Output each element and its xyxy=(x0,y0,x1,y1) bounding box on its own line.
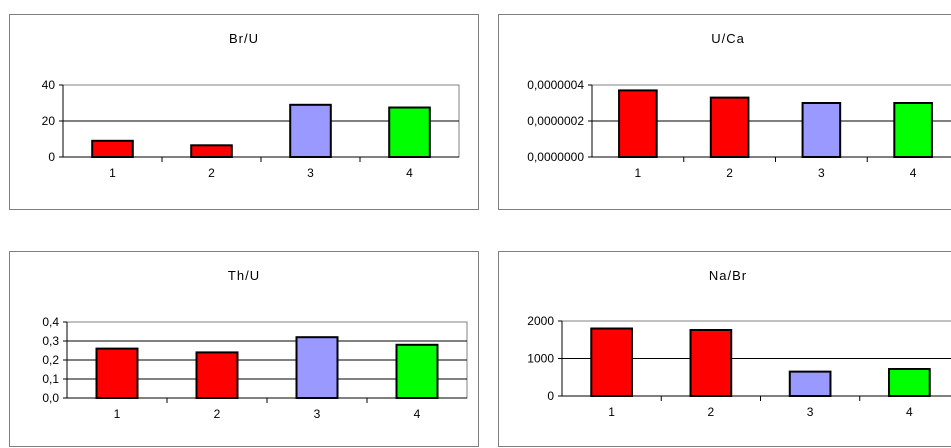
bar-3 xyxy=(295,336,339,399)
chart-svg: 0 20 40 1 2 3 4 xyxy=(42,78,460,180)
x-tick-label: 1 xyxy=(114,407,121,421)
chart-svg: 0 1000 2000 1 2 3 4 xyxy=(527,314,951,419)
chart-svg: 0,0 0,1 0,2 0,3 0,4 1 2 3 4 xyxy=(42,315,468,421)
x-tick-label: 4 xyxy=(414,407,421,421)
chart-u-ca: U/Ca 0,0000000 0,0000002 0,0000004 1 2 3 4 xyxy=(498,14,951,210)
x-tick-label: 1 xyxy=(635,166,642,180)
y-tick-label: 0,1 xyxy=(42,372,59,386)
x-tick-label: 3 xyxy=(307,166,314,180)
x-tick-label: 3 xyxy=(807,405,814,419)
bar-1 xyxy=(95,347,139,399)
chart-br-u: Br/U 0 20 40 1 2 3 4 xyxy=(9,14,479,210)
bar-4 xyxy=(888,368,931,397)
chart-th-u: Th/U 0,0 0,1 0,2 0,3 0,4 1 2 3 4 xyxy=(9,251,479,447)
chart-svg: 0,0000000 0,0000002 0,0000004 1 2 3 4 xyxy=(527,78,951,180)
y-tick-label: 0,0000002 xyxy=(527,114,584,128)
chart-na-br: Na/Br 0 1000 2000 1 2 3 4 xyxy=(498,251,951,447)
x-tick-label: 4 xyxy=(906,405,913,419)
y-tick-label: 0,4 xyxy=(42,315,59,329)
x-tick-label: 4 xyxy=(406,166,413,180)
bar-3 xyxy=(289,103,332,159)
bar-4 xyxy=(893,102,933,158)
bar-2 xyxy=(190,144,233,159)
y-tick-label: 0 xyxy=(547,389,554,403)
y-tick-label: 0,0000004 xyxy=(527,78,584,92)
x-tick-label: 4 xyxy=(910,166,917,180)
x-tick-label: 2 xyxy=(214,407,221,421)
chart-title: Br/U xyxy=(229,31,259,46)
bar-3 xyxy=(788,370,832,397)
x-tick-label: 1 xyxy=(109,166,116,180)
bar-3 xyxy=(801,102,842,158)
y-tick-label: 2000 xyxy=(527,314,554,328)
chart-title: U/Ca xyxy=(711,31,745,46)
y-tick-label: 0,2 xyxy=(42,353,59,367)
chart-title: Th/U xyxy=(227,268,261,283)
bar-1 xyxy=(590,327,633,397)
y-tick-label: 0 xyxy=(48,150,55,164)
bar-4 xyxy=(388,106,431,158)
bar-2 xyxy=(195,351,239,399)
x-tick-label: 2 xyxy=(708,405,715,419)
y-tick-label: 0,0000000 xyxy=(527,150,584,164)
y-tick-label: 0,0 xyxy=(42,391,59,405)
x-tick-label: 2 xyxy=(208,166,215,180)
bar-1 xyxy=(91,139,134,159)
bar-2 xyxy=(709,96,750,158)
x-tick-label: 3 xyxy=(818,166,825,180)
x-tick-label: 2 xyxy=(726,166,733,180)
chart-title: Na/Br xyxy=(708,268,748,283)
bar-1 xyxy=(618,89,658,158)
bar-4 xyxy=(395,343,439,400)
y-tick-label: 20 xyxy=(42,114,56,128)
y-tick-label: 1000 xyxy=(527,352,554,366)
x-tick-label: 3 xyxy=(314,407,321,421)
y-tick-label: 40 xyxy=(42,78,56,92)
bar-2 xyxy=(689,329,733,397)
y-tick-label: 0,3 xyxy=(42,334,59,348)
x-tick-label: 1 xyxy=(608,405,615,419)
